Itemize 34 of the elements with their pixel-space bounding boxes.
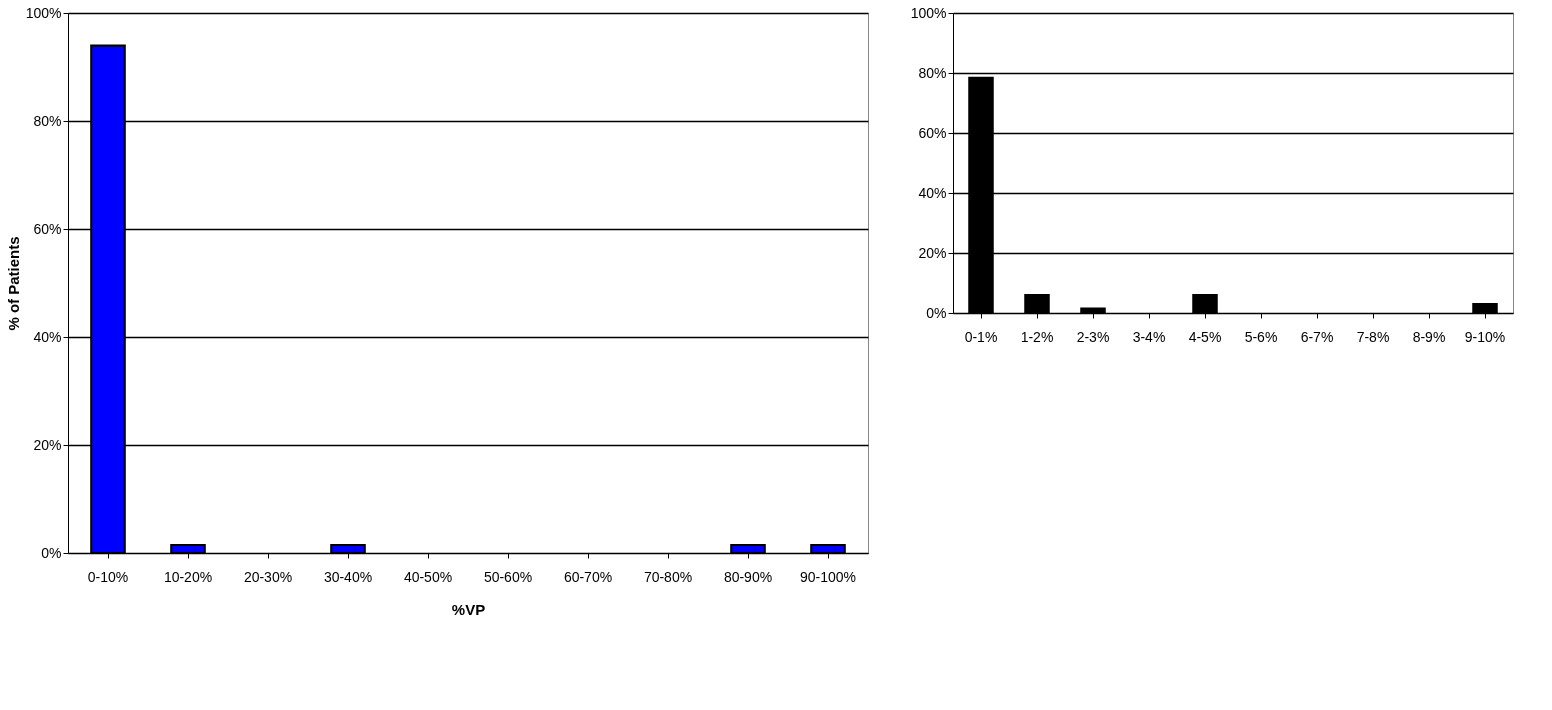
x-tick-label: 90-100%	[799, 568, 857, 585]
y-tick-label: 100%	[25, 4, 62, 21]
x-tick-label: 10-20%	[163, 568, 213, 585]
y-tick-label: 40%	[918, 184, 947, 201]
y-tick-label: 60%	[33, 220, 62, 237]
x-tick-label: 7-8%	[1356, 328, 1390, 345]
y-tick-label: 0%	[41, 544, 62, 561]
x-tick-label: 40-50%	[403, 568, 453, 585]
x-tick-label: 0-1%	[964, 328, 998, 345]
x-tick-label: 3-4%	[1132, 328, 1166, 345]
y-tick-label: 80%	[33, 112, 62, 129]
y-tick-label: 20%	[918, 244, 947, 261]
x-tick-label: 70-80%	[643, 568, 693, 585]
x-tick-label: 2-3%	[1076, 328, 1110, 345]
y-tick-label: 80%	[918, 64, 947, 81]
y-tick-label: 0%	[926, 304, 947, 321]
y-tick-label: 20%	[33, 436, 62, 453]
x-tick-label: 6-7%	[1300, 328, 1334, 345]
x-tick-label: 30-40%	[323, 568, 373, 585]
x-tick-label: 0-10%	[87, 568, 129, 585]
x-tick-label: 4-5%	[1188, 328, 1222, 345]
x-axis-title: %VP	[451, 600, 486, 618]
x-tick-label: 1-2%	[1020, 328, 1054, 345]
x-tick-label: 5-6%	[1244, 328, 1278, 345]
y-axis-title: % of Patients	[4, 236, 22, 331]
y-tick-label: 100%	[910, 4, 947, 21]
y-tick-label: 60%	[918, 124, 947, 141]
x-tick-label: 60-70%	[563, 568, 613, 585]
x-tick-label: 8-9%	[1412, 328, 1446, 345]
y-tick-label: 40%	[33, 328, 62, 345]
x-tick-label: 9-10%	[1464, 328, 1506, 345]
x-tick-label: 80-90%	[723, 568, 773, 585]
x-tick-label: 20-30%	[243, 568, 293, 585]
x-tick-label: 50-60%	[483, 568, 533, 585]
